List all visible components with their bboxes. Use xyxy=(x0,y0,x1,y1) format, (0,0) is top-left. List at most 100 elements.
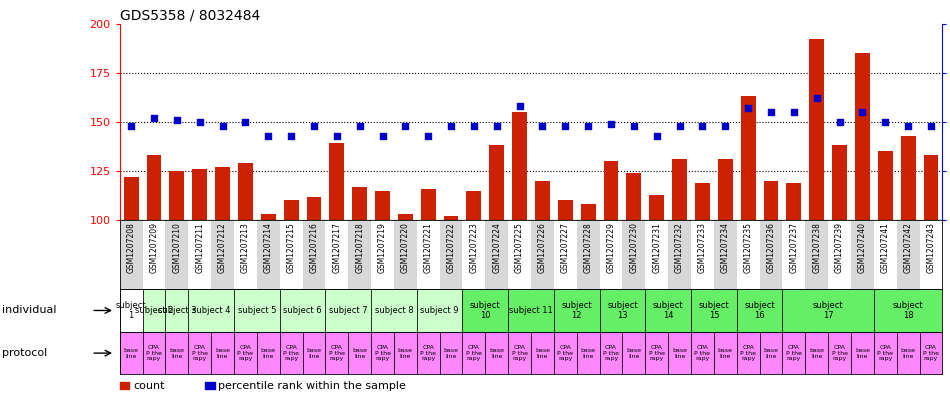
Text: CPA
P the
rapy: CPA P the rapy xyxy=(877,345,893,362)
Bar xyxy=(736,332,760,374)
Text: base
line: base line xyxy=(626,348,641,358)
Point xyxy=(375,132,390,139)
Point xyxy=(764,109,779,115)
Text: subject
16: subject 16 xyxy=(744,301,775,320)
Bar xyxy=(142,220,165,289)
Text: base
line: base line xyxy=(901,348,916,358)
Bar xyxy=(558,200,573,220)
Bar xyxy=(828,332,851,374)
Text: GSM1207238: GSM1207238 xyxy=(812,222,821,273)
Point xyxy=(672,123,687,129)
Text: base
line: base line xyxy=(124,348,139,358)
Bar xyxy=(234,220,256,289)
Text: subject
13: subject 13 xyxy=(607,301,637,320)
Text: CPA
P the
rapy: CPA P the rapy xyxy=(786,345,802,362)
Bar xyxy=(531,332,554,374)
Bar xyxy=(668,332,691,374)
Point xyxy=(923,123,939,129)
Bar xyxy=(787,183,801,220)
Bar xyxy=(463,332,485,374)
Bar xyxy=(352,187,367,220)
Text: GSM1207208: GSM1207208 xyxy=(126,222,136,273)
Text: GSM1207233: GSM1207233 xyxy=(698,222,707,273)
Bar xyxy=(234,289,279,332)
Bar xyxy=(832,145,847,220)
Text: count: count xyxy=(133,380,164,391)
Bar xyxy=(417,289,463,332)
Point xyxy=(283,132,298,139)
Bar xyxy=(713,220,736,289)
Bar xyxy=(649,195,664,220)
Text: CPA
P the
rapy: CPA P the rapy xyxy=(512,345,527,362)
Text: CPA
P the
rapy: CPA P the rapy xyxy=(146,345,162,362)
Bar xyxy=(599,289,645,332)
Bar xyxy=(440,220,463,289)
Point xyxy=(192,119,207,125)
Bar xyxy=(142,289,165,332)
Bar xyxy=(783,332,806,374)
Text: GSM1207216: GSM1207216 xyxy=(310,222,318,273)
Bar xyxy=(897,220,920,289)
Bar xyxy=(806,332,828,374)
Text: subject
10: subject 10 xyxy=(470,301,501,320)
Text: base
line: base line xyxy=(718,348,732,358)
Text: base
line: base line xyxy=(352,348,367,358)
Point xyxy=(238,119,253,125)
Point xyxy=(352,123,368,129)
Text: GSM1207221: GSM1207221 xyxy=(424,222,432,273)
Bar xyxy=(375,191,389,220)
Point xyxy=(306,123,321,129)
Bar xyxy=(760,220,783,289)
Bar xyxy=(394,332,417,374)
Text: subject
15: subject 15 xyxy=(698,301,730,320)
Bar xyxy=(489,145,504,220)
Text: GSM1207226: GSM1207226 xyxy=(538,222,547,273)
Bar xyxy=(874,220,897,289)
Bar xyxy=(192,169,207,220)
Bar xyxy=(417,332,440,374)
Bar xyxy=(691,332,713,374)
Bar xyxy=(325,332,349,374)
Text: CPA
P the
rapy: CPA P the rapy xyxy=(420,345,436,362)
Text: base
line: base line xyxy=(169,348,184,358)
Point xyxy=(466,123,482,129)
Bar xyxy=(878,151,893,220)
Point xyxy=(169,117,184,123)
Bar xyxy=(535,181,550,220)
Text: subject 8: subject 8 xyxy=(374,306,413,315)
Point xyxy=(787,109,802,115)
Bar xyxy=(211,220,234,289)
Text: GSM1207215: GSM1207215 xyxy=(287,222,295,273)
Bar xyxy=(851,332,874,374)
Text: subject 9: subject 9 xyxy=(421,306,459,315)
Bar xyxy=(668,220,691,289)
Bar xyxy=(901,136,916,220)
Text: base
line: base line xyxy=(580,348,596,358)
Text: GSM1207236: GSM1207236 xyxy=(767,222,775,273)
Bar xyxy=(508,332,531,374)
Bar xyxy=(599,332,622,374)
Point xyxy=(649,132,664,139)
Bar xyxy=(120,289,142,332)
Text: base
line: base line xyxy=(809,348,825,358)
Bar xyxy=(645,289,691,332)
Bar xyxy=(279,332,302,374)
Bar xyxy=(603,161,618,220)
Text: subject
12: subject 12 xyxy=(561,301,592,320)
Bar xyxy=(463,220,485,289)
Bar xyxy=(645,220,668,289)
Bar xyxy=(463,289,508,332)
Bar xyxy=(577,220,599,289)
Bar xyxy=(580,204,596,220)
Text: CPA
P the
rapy: CPA P the rapy xyxy=(694,345,711,362)
Text: GSM1207242: GSM1207242 xyxy=(903,222,913,273)
Bar xyxy=(330,143,344,220)
Point xyxy=(558,123,573,129)
Bar xyxy=(188,289,234,332)
Text: CPA
P the
rapy: CPA P the rapy xyxy=(283,345,299,362)
Bar xyxy=(855,53,870,220)
Point xyxy=(580,123,596,129)
Bar xyxy=(325,220,349,289)
Point xyxy=(741,105,756,111)
Bar xyxy=(371,332,394,374)
